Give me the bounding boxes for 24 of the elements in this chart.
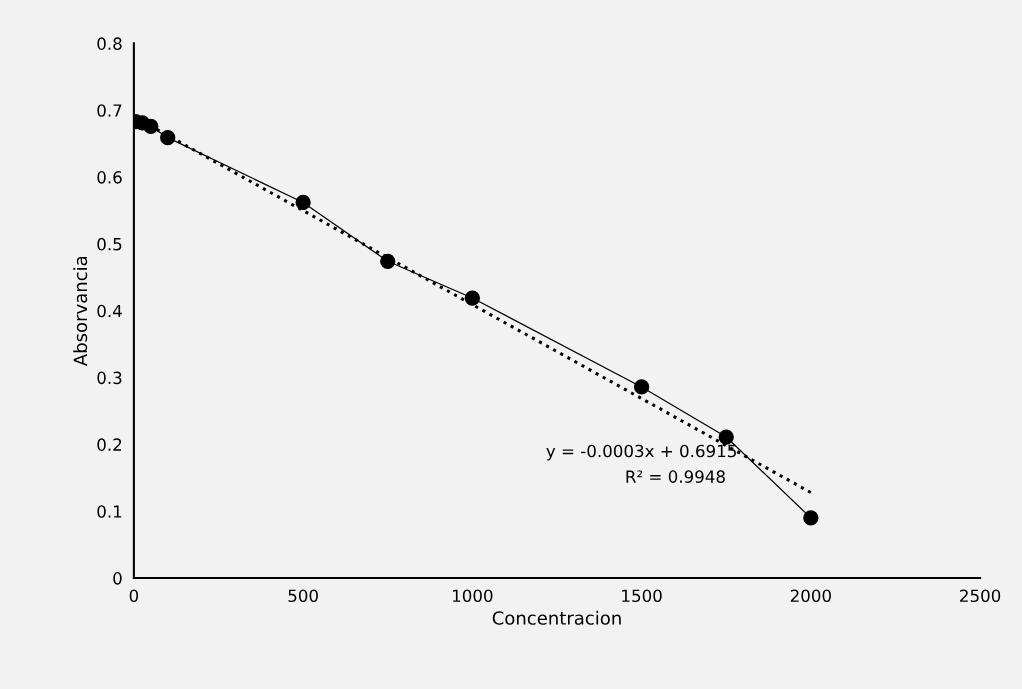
x-tick-label: 500 — [288, 589, 318, 603]
y-tick-label: 0 — [113, 572, 122, 585]
y-tick-label: 0.7 — [97, 104, 122, 117]
y-tick-label: 0.1 — [97, 505, 122, 518]
point — [633, 379, 650, 395]
x-axis-title: Concentracion — [492, 610, 621, 625]
point — [803, 510, 819, 526]
y-tick-label: 0.4 — [97, 304, 122, 318]
point — [718, 429, 734, 445]
x-tick-label: 0 — [129, 589, 139, 603]
y-tick-label: 0.5 — [97, 237, 122, 251]
x-tick-label: 1000 — [452, 589, 493, 603]
point — [295, 194, 311, 211]
annotation: y = -0.0003x + 0.6915 — [546, 444, 736, 461]
point — [464, 290, 481, 306]
y-tick-label: 0.3 — [97, 371, 122, 385]
y-tick-label: 0.6 — [97, 171, 122, 184]
x-tick-label: 2500 — [960, 589, 1001, 603]
y-tick-label: 0.8 — [97, 37, 122, 50]
x-tick-label: 2000 — [790, 589, 831, 603]
y-axis-title: Absorvancia — [73, 256, 88, 367]
annotation: R² = 0.9948 — [626, 470, 725, 483]
y-tick-label: 0.2 — [97, 438, 122, 451]
x-tick-label: 1500 — [622, 589, 662, 603]
